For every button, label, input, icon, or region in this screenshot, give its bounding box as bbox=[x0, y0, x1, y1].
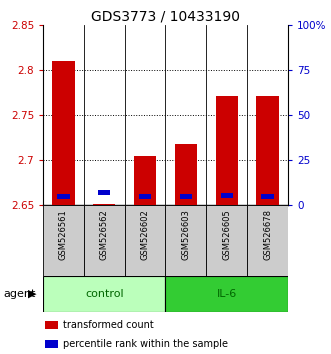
Title: GDS3773 / 10433190: GDS3773 / 10433190 bbox=[91, 10, 240, 24]
Bar bbox=[93, 204, 116, 205]
Text: GSM526562: GSM526562 bbox=[100, 209, 109, 259]
Bar bbox=[256, 96, 279, 205]
Text: ▶: ▶ bbox=[28, 289, 37, 299]
Text: transformed count: transformed count bbox=[63, 320, 153, 330]
Bar bbox=[57, 194, 70, 199]
Text: agent: agent bbox=[3, 289, 36, 299]
Text: GSM526602: GSM526602 bbox=[141, 209, 150, 259]
Bar bbox=[139, 194, 151, 199]
Bar bbox=[84, 205, 125, 276]
Text: control: control bbox=[85, 289, 123, 299]
Bar bbox=[45, 340, 58, 348]
Text: GSM526561: GSM526561 bbox=[59, 209, 68, 259]
Bar bbox=[45, 321, 58, 329]
Bar bbox=[43, 205, 84, 276]
Bar bbox=[125, 205, 166, 276]
Text: GSM526605: GSM526605 bbox=[222, 209, 231, 259]
Bar bbox=[215, 96, 238, 205]
Text: GSM526603: GSM526603 bbox=[181, 209, 190, 260]
Bar bbox=[52, 61, 75, 205]
Bar bbox=[175, 144, 197, 205]
Bar bbox=[180, 194, 192, 199]
Bar bbox=[220, 193, 233, 198]
Bar bbox=[261, 194, 274, 199]
Bar bbox=[166, 276, 288, 312]
Text: GSM526678: GSM526678 bbox=[263, 209, 272, 260]
Bar bbox=[134, 156, 156, 205]
Text: percentile rank within the sample: percentile rank within the sample bbox=[63, 339, 228, 349]
Bar bbox=[98, 190, 110, 195]
Bar bbox=[206, 205, 247, 276]
Bar bbox=[247, 205, 288, 276]
Bar bbox=[166, 205, 206, 276]
Text: IL-6: IL-6 bbox=[216, 289, 237, 299]
Bar bbox=[43, 276, 166, 312]
